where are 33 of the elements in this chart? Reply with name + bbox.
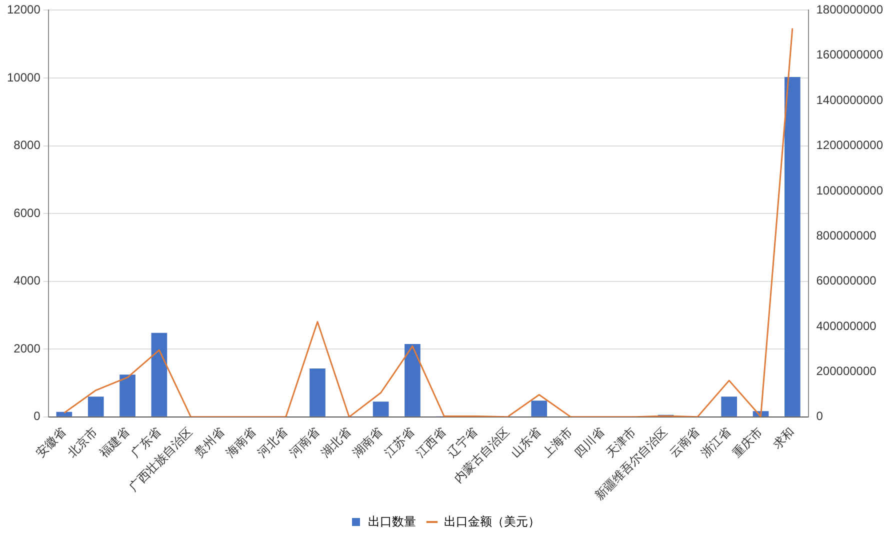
bar [88, 396, 104, 416]
y2-tick-label: 1400000000 [816, 92, 884, 107]
y2-tick-label: 800000000 [816, 228, 877, 242]
x-tick-label: 求和 [770, 424, 797, 452]
bar [120, 374, 136, 416]
bar [784, 76, 800, 416]
y-tick-label: 0 [34, 409, 41, 424]
y-tick-label: 8000 [14, 138, 41, 152]
y2-tick-label: 1000000000 [816, 183, 884, 198]
y-tick-label: 4000 [14, 274, 41, 288]
y2-tick-label: 400000000 [816, 318, 877, 333]
bar [404, 344, 420, 416]
bar [531, 400, 548, 416]
y2-tick-label: 1600000000 [816, 48, 884, 62]
y2-tick-label: 1200000000 [816, 138, 884, 152]
y2-tick-label: 600000000 [816, 274, 877, 288]
y-tick-label: 12000 [6, 2, 41, 17]
bar [310, 368, 326, 416]
y-tick-label: 10000 [6, 70, 41, 84]
y-tick-label: 6000 [14, 206, 41, 220]
bar [56, 412, 72, 416]
bar [372, 402, 389, 416]
x-tick-label: 贵州省 [192, 424, 227, 460]
y2-tick-label: 0 [816, 409, 824, 424]
y2-tick-label: 1800000000 [816, 2, 884, 17]
bar [721, 396, 738, 416]
bar [151, 332, 168, 416]
y-tick-label: 2000 [14, 341, 41, 356]
legend-label: 出口数量 [368, 514, 416, 528]
x-tick-label: 重庆市 [730, 424, 766, 460]
x-tick-label: 云南省 [666, 424, 702, 460]
y2-tick-label: 200000000 [816, 364, 877, 378]
legend-label: 出口金额（美元） [444, 514, 540, 528]
